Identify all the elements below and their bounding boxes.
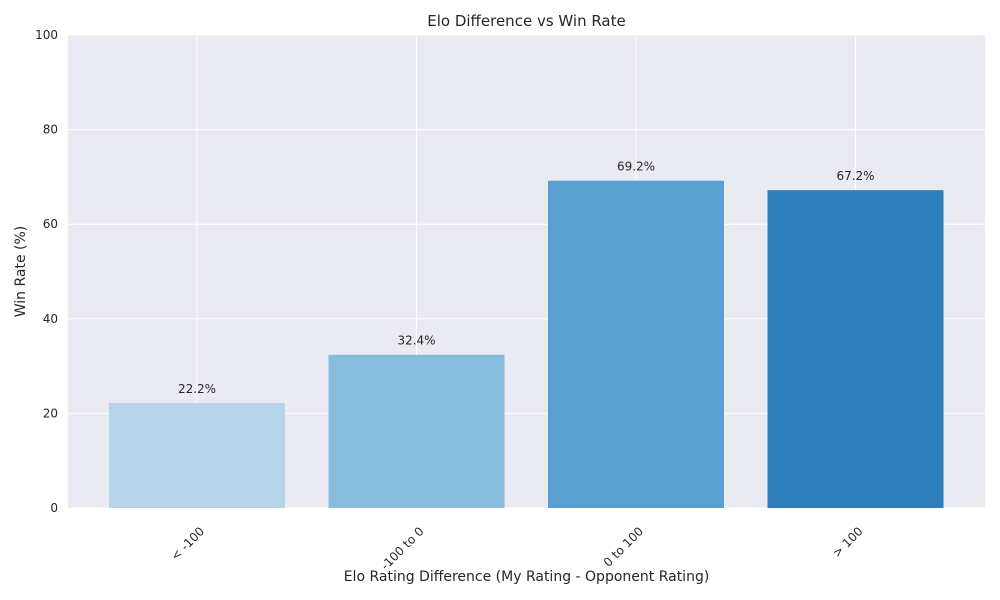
y-ticks: 0 20 40 60 80 100 <box>35 28 58 515</box>
x-tick-label: < -100 <box>168 524 207 563</box>
bar-value-label: 69.2% <box>617 160 655 174</box>
bar <box>109 402 285 508</box>
bar <box>767 190 944 509</box>
y-axis-label: Win Rate (%) <box>13 226 29 318</box>
bar-value-label: 32.4% <box>397 334 435 348</box>
bar-value-label: 67.2% <box>836 169 874 183</box>
y-tick-label: 80 <box>43 123 58 137</box>
y-tick-label: 20 <box>43 406 58 420</box>
x-tick-label: 0 to 100 <box>601 524 646 569</box>
x-ticks: < -100 -100 to 0 0 to 100 > 100 <box>168 524 865 572</box>
x-axis-label: Elo Rating Difference (My Rating - Oppon… <box>344 569 710 585</box>
y-tick-label: 60 <box>43 217 58 231</box>
x-tick-label: -100 to 0 <box>378 524 426 572</box>
bar-value-label: 22.2% <box>178 382 216 396</box>
x-tick-label: > 100 <box>830 524 866 560</box>
bar <box>328 354 505 508</box>
bar <box>548 180 724 508</box>
data-labels: 22.2% 32.4% 69.2% 67.2% <box>178 160 875 396</box>
bars <box>109 180 944 509</box>
chart-title: Elo Difference vs Win Rate <box>427 12 626 30</box>
y-tick-label: 100 <box>35 28 58 42</box>
y-tick-label: 0 <box>50 501 58 515</box>
y-tick-label: 40 <box>43 312 58 326</box>
